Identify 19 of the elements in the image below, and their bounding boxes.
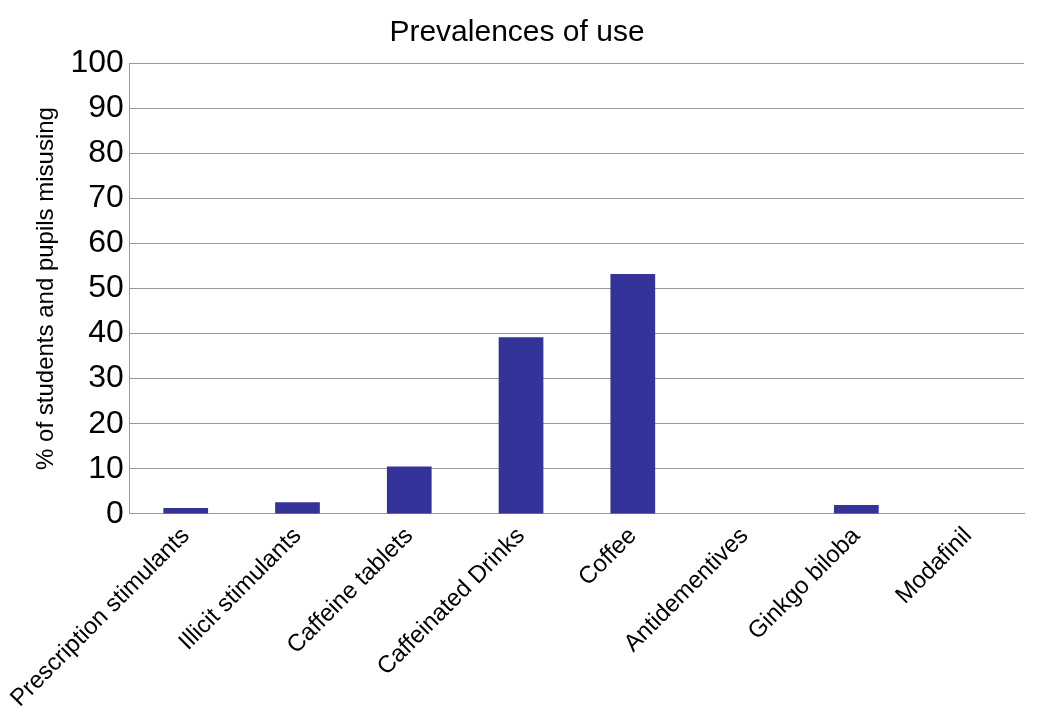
y-tick-label: 70 <box>88 178 124 215</box>
bar <box>275 502 320 514</box>
y-tick-label: 20 <box>88 403 124 440</box>
y-tick-label: 30 <box>88 358 124 395</box>
y-tick-label: 60 <box>88 223 124 260</box>
y-tick-label: 40 <box>88 313 124 350</box>
bar <box>498 337 544 514</box>
chart-title: Prevalences of use <box>389 14 645 48</box>
y-tick-label: 90 <box>88 87 124 124</box>
y-axis-title: % of students and pupils misusing <box>30 107 58 470</box>
bar <box>833 504 879 514</box>
y-tick-label: 0 <box>106 493 124 530</box>
y-tick-label: 80 <box>88 133 124 170</box>
bar <box>610 274 656 514</box>
bar <box>386 466 432 514</box>
y-tick-label: 50 <box>88 268 124 305</box>
y-tick-label: 10 <box>88 448 124 485</box>
y-tick-label: 100 <box>70 42 124 79</box>
bar <box>163 508 209 514</box>
